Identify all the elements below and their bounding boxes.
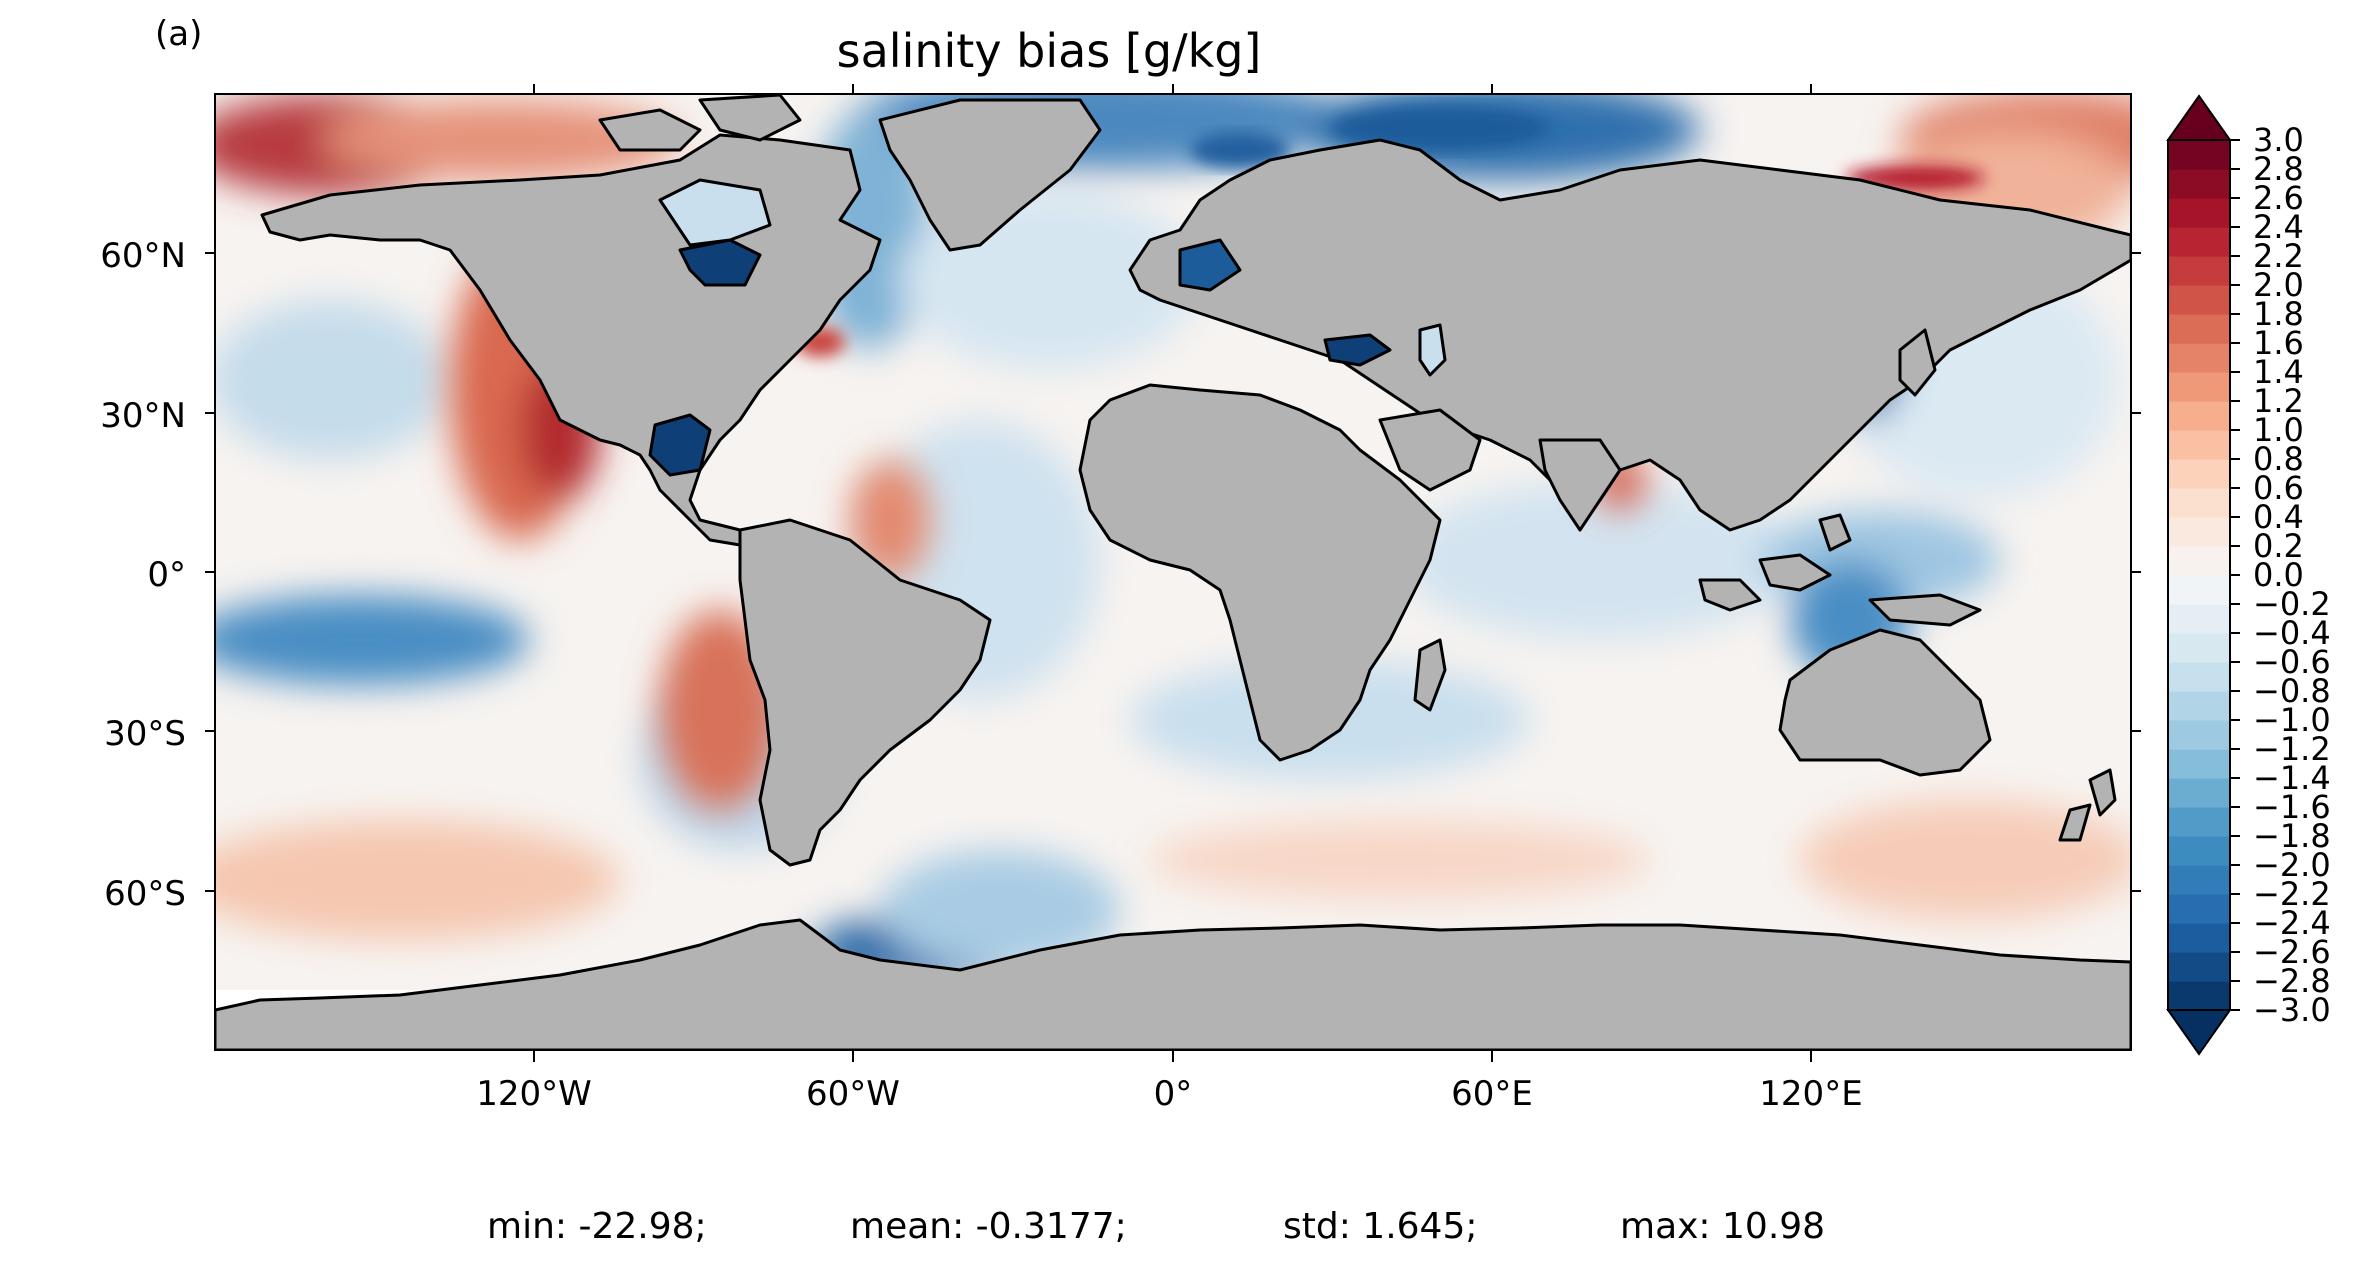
colorbar-tick-label: −0.2 [2253,585,2331,623]
colorbar-segment [2168,662,2230,692]
colorbar-tick-label: −1.4 [2253,759,2331,797]
lat-label-30n: 30°N [100,396,186,436]
colorbar-segment [2168,749,2230,779]
colorbar-tick-label: −0.6 [2253,643,2331,681]
colorbar-segment [2168,894,2230,924]
colorbar-segment [2168,604,2230,634]
colorbar-tick-label: 0.4 [2253,498,2304,536]
colorbar-tick-label: 1.0 [2253,411,2304,449]
colorbar-segment [2168,865,2230,895]
colorbar-segment [2168,198,2230,228]
colorbar-tick-label: 3.0 [2253,121,2304,159]
colorbar-tick-label: −3.0 [2253,991,2331,1029]
lat-label-60n: 60°N [100,236,186,276]
colorbar-tick-label: −0.8 [2253,672,2331,710]
panel-label: (a) [155,14,203,54]
colorbar-tick-label: −2.4 [2253,904,2331,942]
colorbar-segment [2168,836,2230,866]
colorbar-segment [2168,372,2230,402]
colorbar-segment [2168,546,2230,576]
colorbar-tick-label: 2.6 [2253,179,2304,217]
map-title: salinity bias [g/kg] [836,24,1262,78]
colorbar-segment [2168,140,2230,170]
colorbar-segment [2168,401,2230,431]
colorbar-segment [2168,285,2230,315]
colorbar-tick-label: −2.8 [2253,962,2331,1000]
colorbar-segment [2168,227,2230,257]
stat-min: min: -22.98; [487,1206,707,1247]
colorbar-segment [2168,720,2230,750]
colorbar-tick-label: 2.8 [2253,150,2304,188]
stat-mean: mean: -0.3177; [850,1206,1127,1247]
colorbar-segment [2168,314,2230,344]
colorbar-tick-label: −1.6 [2253,788,2331,826]
colorbar-tick-label: 2.2 [2253,237,2304,275]
colorbar-segment [2168,459,2230,489]
colorbar-segment [2168,633,2230,663]
colorbar-extend-min [2166,1009,2232,1056]
colorbar-segment [2168,807,2230,837]
colorbar-tick-label: −1.2 [2253,730,2331,768]
land-masses [215,94,2131,1050]
colorbar-tick-label: −2.2 [2253,875,2331,913]
colorbar-tick-label: 1.8 [2253,295,2304,333]
colorbar-segment [2168,430,2230,460]
colorbar-tick-label: −1.8 [2253,817,2331,855]
colorbar [2166,94,2240,1056]
colorbar-tick-label: 1.4 [2253,353,2304,391]
lon-label-60w: 60°W [806,1074,900,1114]
colorbar-segment [2168,923,2230,953]
colorbar-segment [2168,575,2230,605]
lon-label-60e: 60°E [1451,1074,1533,1114]
lat-label-30s: 30°S [104,714,186,754]
colorbar-segment [2168,691,2230,721]
colorbar-tick-label: 1.2 [2253,382,2304,420]
colorbar-segment [2168,488,2230,518]
stat-std: std: 1.645; [1283,1206,1478,1247]
colorbar-tick-label: 1.6 [2253,324,2304,362]
lon-label-0: 0° [1153,1074,1193,1114]
colorbar-tick-label: −2.6 [2253,933,2331,971]
colorbar-tick-label: 2.4 [2253,208,2304,246]
colorbar-tick-label: 0.2 [2253,527,2304,565]
colorbar-segment [2168,343,2230,373]
stat-max: max: 10.98 [1620,1206,1826,1247]
lat-label-equator: 0° [147,555,186,595]
colorbar-segment [2168,517,2230,547]
lat-ticks [205,252,2141,892]
lon-label-120w: 120°W [476,1074,592,1114]
colorbar-segment [2168,256,2230,286]
colorbar-tick-label: −1.0 [2253,701,2331,739]
colorbar-extend-max [2166,94,2232,141]
colorbar-segment [2168,981,2230,1011]
lon-ticks [533,84,1812,1062]
colorbar-tick-label: 2.0 [2253,266,2304,304]
colorbar-tick-label: 0.6 [2253,469,2304,507]
colorbar-segment [2168,778,2230,808]
colorbar-tick-label: 0.8 [2253,440,2304,478]
colorbar-segment [2168,169,2230,199]
colorbar-tick-label: −2.0 [2253,846,2331,884]
lon-label-120e: 120°E [1759,1074,1863,1114]
colorbar-tick-label: −0.4 [2253,614,2331,652]
colorbar-segment [2168,952,2230,982]
lat-label-60s: 60°S [104,874,186,914]
colorbar-tick-label: 0.0 [2253,556,2304,594]
